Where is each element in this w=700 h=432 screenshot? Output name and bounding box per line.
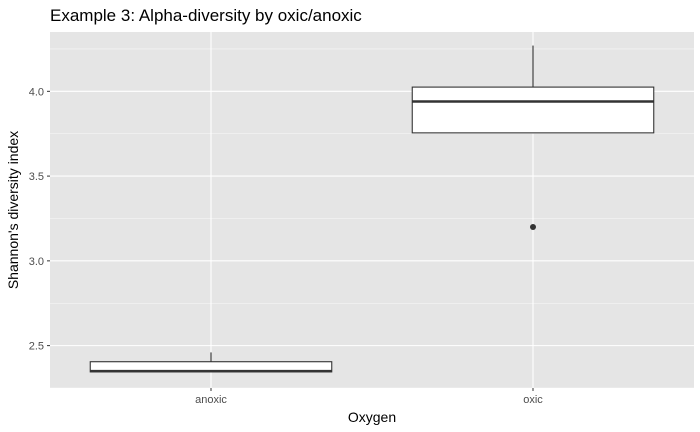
chart-title: Example 3: Alpha-diversity by oxic/anoxi… xyxy=(50,6,362,25)
box-body xyxy=(411,86,655,134)
y-axis: 2.5 3.0 3.5 4.0 xyxy=(29,86,50,353)
outlier-point xyxy=(530,223,536,230)
x-tick-label: oxic xyxy=(523,394,543,406)
plot-panel xyxy=(50,32,694,388)
x-axis-title: Oxygen xyxy=(348,409,396,425)
y-axis-title: Shannon's diversity index xyxy=(5,131,21,289)
y-tick-label: 2.5 xyxy=(29,341,44,353)
boxes xyxy=(89,45,655,373)
y-tick-label: 3.0 xyxy=(29,256,44,268)
x-axis: anoxic oxic xyxy=(195,388,543,406)
y-tick-label: 3.5 xyxy=(29,171,44,183)
box-oxic xyxy=(411,45,655,230)
box-anoxic xyxy=(89,352,333,373)
y-tick-label: 4.0 xyxy=(29,86,44,98)
x-tick-label: anoxic xyxy=(195,394,227,406)
